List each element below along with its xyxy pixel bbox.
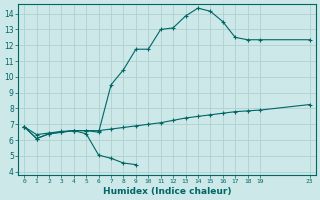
X-axis label: Humidex (Indice chaleur): Humidex (Indice chaleur) xyxy=(103,187,231,196)
